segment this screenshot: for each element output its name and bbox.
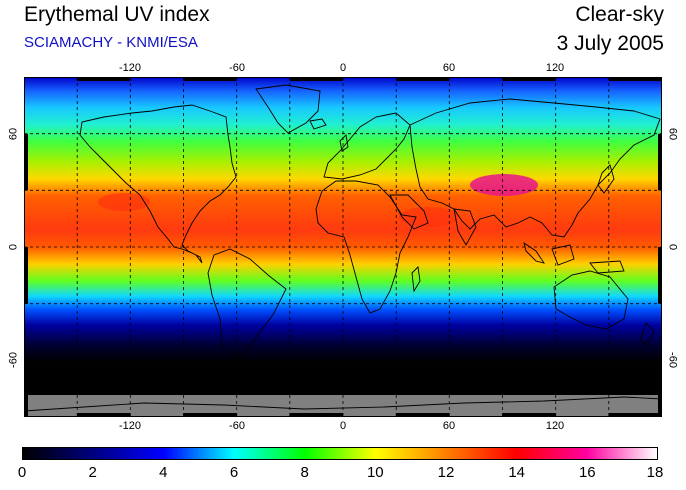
colorbar-tick-10: 10 [366,464,384,481]
colorbar-tick-8: 8 [300,464,309,481]
map-date: 3 July 2005 [556,32,664,55]
sumatra-coast [523,241,546,264]
new-zealand-coast [639,322,655,346]
arabia-coast [389,194,429,230]
left-lat-label-0: 0 [7,243,20,251]
uk-coast [339,134,349,152]
top-lon-label-120: 120 [545,62,565,74]
colorbar-tick-14: 14 [508,464,526,481]
india-coast [453,208,477,246]
sky-condition: Clear-sky [575,3,664,26]
bottom-lon-label-120: 120 [545,420,565,432]
colorbar-tick-4: 4 [159,464,168,481]
greenland-coast [255,84,321,134]
iceland-coast [309,118,327,130]
colorbar-tick-2: 2 [88,464,97,481]
africa-coast [315,180,417,314]
bottom-lon-label-neg60: -60 [229,420,245,432]
australia-coast [553,270,629,330]
no-data-area [24,395,662,417]
antarctica-coast [24,396,662,412]
new-guinea-coast [589,260,625,274]
top-lon-label-0: 0 [339,62,347,74]
right-lat-label-0: 0 [666,243,679,251]
colorbar-tick-0: 0 [17,464,27,481]
uv-colorbar [22,447,658,460]
right-lat-label-neg60: -60 [666,352,679,368]
map-title: Erythemal UV index [24,3,210,26]
top-lon-label-neg60: -60 [229,62,245,74]
top-lon-label-neg120: -120 [118,62,142,74]
colorbar-tick-12: 12 [437,464,455,481]
colorbar-tick-16: 16 [578,464,596,481]
bottom-lon-label-60: 60 [442,420,456,432]
map-subtitle: SCIAMACHY - KNMI/ESA [24,34,198,51]
bottom-lon-label-0: 0 [339,420,347,432]
bottom-lon-label-neg120: -120 [118,420,142,432]
top-lon-label-60: 60 [442,62,456,74]
right-lat-label-60: 60 [666,127,679,141]
north-america-coast [79,104,237,264]
left-lat-label-neg60: -60 [7,352,20,368]
left-lat-label-60: 60 [7,127,20,141]
madagascar-coast [411,266,421,293]
uv-index-map [24,77,662,417]
colorbar-tick-6: 6 [229,464,239,481]
south-america-coast [207,248,287,360]
map-border [24,77,662,417]
colorbar-tick-18: 18 [646,464,664,481]
